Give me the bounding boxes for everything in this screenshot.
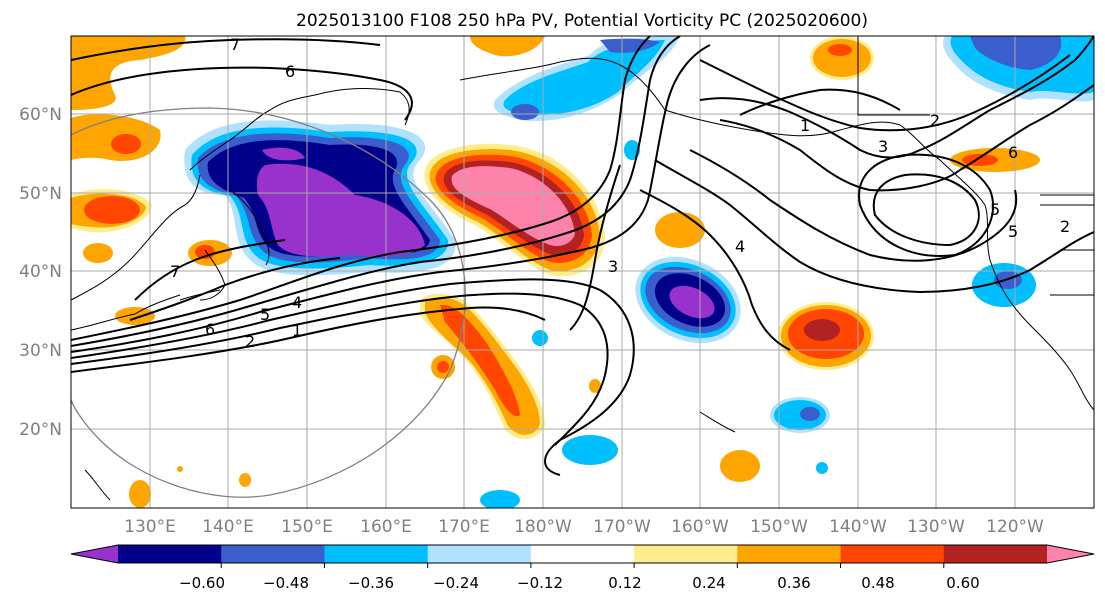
colorbar-segment [427, 545, 532, 563]
lon-label: 170°E [438, 517, 490, 537]
contour-label: 1 [292, 321, 302, 340]
pv-contours [71, 36, 1094, 476]
contour-label: 1 [800, 116, 810, 135]
colorbar-tick-label: −0.60 [179, 574, 225, 592]
colorbar-tick-label: −0.36 [348, 574, 394, 592]
contour-label: 3 [608, 257, 618, 276]
contour-label: 3 [878, 137, 888, 156]
colorbar-tick-label: −0.24 [433, 574, 479, 592]
pv-negative-anomaly-central [635, 256, 741, 344]
contour-label: 6 [205, 320, 215, 339]
contour-label: 2 [245, 332, 255, 351]
colorbar-tick-label: −0.12 [517, 574, 563, 592]
colorbar-extend-max [1047, 545, 1094, 563]
colorbar-segment [840, 545, 945, 563]
lon-label: 160°W [671, 517, 729, 537]
contour-label: 2 [930, 111, 940, 130]
lon-label: 170°W [593, 517, 651, 537]
colorbar-segment [324, 545, 429, 563]
colorbar-tick-labels: −0.60 −0.48 −0.36 −0.24 −0.12 0.12 0.24 … [179, 574, 980, 592]
colorbar-tick-label: 0.12 [608, 574, 641, 592]
lon-label: 150°E [281, 517, 333, 537]
colorbar-extend-min [71, 545, 118, 563]
latitude-labels: 60°N 50°N 40°N 30°N 20°N [19, 105, 62, 440]
contour-label: 5 [990, 200, 1000, 219]
pv-positive-anomaly-east [778, 302, 874, 370]
colorbar [70, 544, 1095, 568]
colorbar-segment [118, 545, 222, 563]
colorbar-tick-label: −0.48 [263, 574, 309, 592]
map-panel: 7 6 1 2 3 6 4 3 5 7 6 5 4 2 1 5 2 [71, 35, 1094, 508]
lat-label: 30°N [19, 341, 62, 361]
colorbar-outline [70, 544, 1095, 564]
map-title: 2025013100 F108 250 hPa PV, Potential Vo… [296, 11, 868, 31]
map-frame [70, 35, 1095, 509]
colorbar-segment [634, 545, 738, 563]
pv-positive-anomaly-ridge [420, 293, 545, 440]
contour-label: 5 [1008, 222, 1018, 241]
lon-label: 140°W [829, 517, 887, 537]
contour-label: 2 [1060, 217, 1070, 236]
graticule [71, 36, 1094, 508]
contour-label-group: 7 6 1 2 3 6 4 3 5 7 6 5 4 2 1 5 2 [170, 35, 1070, 351]
contour-label: 6 [1008, 143, 1018, 162]
projection-boundary-arc [71, 107, 466, 498]
colorbar-tick-label: 0.60 [946, 574, 979, 592]
colorbar-tick-label: 0.36 [777, 574, 810, 592]
longitude-labels: 130°E 140°E 150°E 160°E 170°E 180°W 170°… [124, 517, 1044, 537]
colorbar-tick-label: 0.48 [861, 574, 894, 592]
lon-label: 130°W [907, 517, 965, 537]
lon-label: 180°W [514, 517, 572, 537]
colorbar-segment [943, 545, 1048, 563]
lat-label: 60°N [19, 105, 62, 125]
pv-negative-anomaly-northeast [943, 36, 1094, 102]
lon-label: 160°E [360, 517, 412, 537]
colorbar-tick-label: 0.24 [692, 574, 725, 592]
lat-label: 50°N [19, 184, 62, 204]
colorbar-segment [530, 545, 635, 563]
lat-label: 40°N [19, 262, 62, 282]
lon-label: 140°E [202, 517, 254, 537]
colorbar-segment [737, 545, 842, 563]
pv-positive-anomaly-central [424, 143, 605, 277]
lon-label: 120°W [986, 517, 1044, 537]
contour-label: 6 [285, 62, 295, 81]
contour-label: 7 [230, 35, 240, 54]
contour-label: 7 [170, 262, 180, 281]
contour-label: 4 [292, 293, 302, 312]
lat-label: 20°N [19, 420, 62, 440]
contour-label: 4 [735, 237, 745, 256]
lon-label: 130°E [124, 517, 176, 537]
contour-label: 5 [260, 305, 270, 324]
lon-label: 150°W [750, 517, 808, 537]
colorbar-segment [221, 545, 325, 563]
